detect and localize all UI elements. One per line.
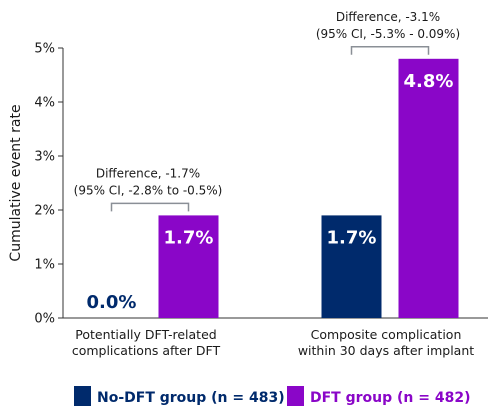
y-axis-label: Cumulative event rate [8, 104, 24, 261]
data-label: 1.7% [164, 227, 214, 248]
legend-swatch [74, 386, 91, 406]
legend-label: No-DFT group (n = 483) [97, 390, 285, 406]
legend-label: DFT group (n = 482) [310, 390, 470, 406]
difference-annotation: Difference, -1.7% [96, 166, 200, 180]
x-category-label-line: Composite complication [311, 327, 462, 342]
difference-bracket [110, 202, 190, 212]
difference-bracket [350, 46, 430, 55]
y-tick-label: 2% [34, 204, 55, 219]
difference-annotation: (95% CI, -5.3% - 0.09%) [316, 27, 460, 41]
data-label: 0.0% [87, 292, 137, 313]
x-category-label-line: complications after DFT [72, 343, 221, 358]
data-label: 4.8% [404, 71, 454, 92]
x-category-label-line: within 30 days after implant [298, 343, 474, 358]
y-tick-label: 1% [34, 258, 55, 273]
x-category-label: Potentially DFT-related complications aft… [72, 327, 221, 358]
legend-swatch [287, 386, 304, 406]
bar [158, 215, 219, 318]
y-tick-label: 5% [34, 42, 55, 57]
y-tick-label: 0% [34, 312, 55, 327]
difference-annotation: Difference, -3.1% [336, 10, 440, 24]
data-label: 1.7% [327, 227, 377, 248]
bar [398, 58, 459, 319]
x-category-label-line: Potentially DFT-related [75, 327, 216, 342]
y-tick-label: 4% [34, 96, 55, 111]
x-category-label: Composite complication within 30 days aft… [298, 327, 474, 358]
y-tick-label: 3% [34, 150, 55, 165]
bar [321, 215, 382, 318]
difference-annotation: (95% CI, -2.8% to -0.5%) [74, 183, 223, 197]
